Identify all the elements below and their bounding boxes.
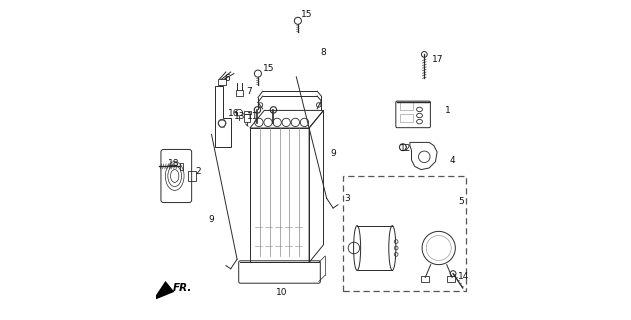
Bar (343, 176, 466, 291)
Bar (421, 276, 429, 282)
Text: 16: 16 (228, 109, 239, 118)
Bar (244, 114, 250, 122)
Text: FR.: FR. (173, 283, 192, 293)
Bar (244, 111, 251, 114)
Bar (236, 90, 243, 96)
Text: 11: 11 (247, 112, 258, 121)
Bar (447, 276, 455, 282)
Text: 3: 3 (345, 194, 350, 203)
Text: 6: 6 (224, 74, 230, 83)
Text: 2: 2 (196, 167, 201, 176)
Polygon shape (152, 281, 174, 301)
Text: 8: 8 (321, 48, 326, 57)
Bar (218, 79, 226, 85)
Text: 4: 4 (450, 156, 456, 164)
Text: 15: 15 (262, 64, 274, 73)
Bar (187, 171, 196, 181)
Text: 15: 15 (301, 10, 312, 19)
Text: 1: 1 (445, 106, 451, 115)
Text: 18: 18 (168, 159, 180, 168)
Text: 17: 17 (432, 55, 444, 64)
Text: 5: 5 (458, 197, 464, 206)
Bar (179, 163, 183, 170)
Bar (400, 114, 413, 122)
Text: 14: 14 (458, 272, 469, 281)
Text: 7: 7 (247, 87, 252, 96)
Text: 13: 13 (234, 112, 245, 121)
Text: 9: 9 (208, 215, 214, 224)
Text: 10: 10 (276, 288, 287, 297)
Bar (400, 102, 413, 110)
Text: 12: 12 (400, 144, 411, 153)
Text: 9: 9 (330, 149, 336, 158)
